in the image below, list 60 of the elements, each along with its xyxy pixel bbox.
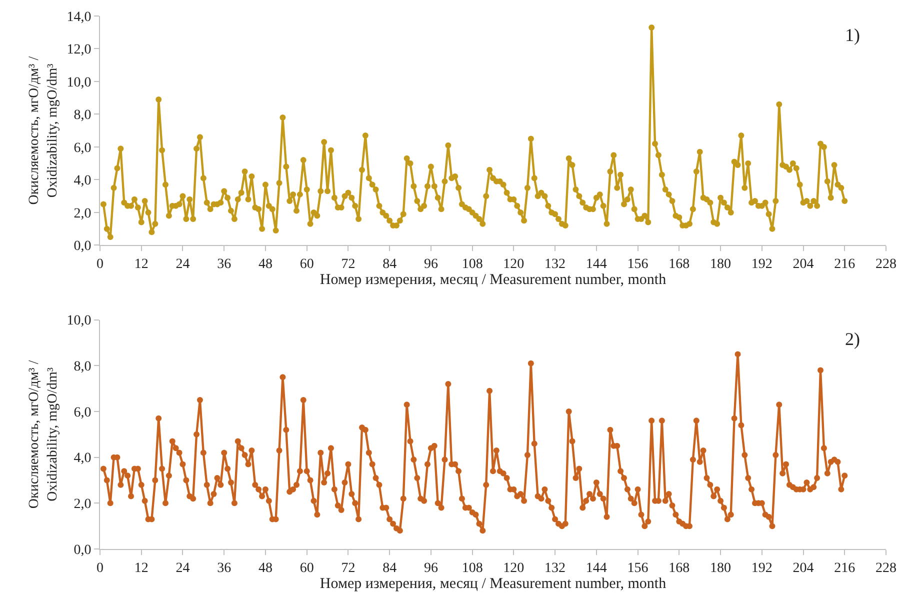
y-tick-label: 10,0 — [66, 314, 92, 329]
x-tick-label: 0 — [96, 560, 104, 576]
x-tick-label: 72 — [341, 560, 356, 576]
y-tick-label: 6,0 — [74, 140, 92, 156]
x-tick-label: 144 — [586, 560, 607, 576]
x-tick-label: 228 — [876, 256, 896, 272]
y-tick-label: 4,0 — [74, 174, 92, 189]
x-tick-label: 84 — [382, 256, 397, 272]
x-tick-label: 48 — [258, 256, 272, 272]
y-axis-title: Окисляемость, мгО/дм³ / Oxidizability, mgO/dm³ — [27, 360, 60, 509]
annotation: 1) — [845, 25, 860, 45]
x-tick-label: 144 — [586, 256, 607, 272]
y-tick-label: 6,0 — [74, 405, 92, 420]
x-tick-label: 192 — [751, 560, 772, 576]
x-tick-label: 216 — [834, 560, 856, 576]
y-tick-label: 2,0 — [74, 206, 92, 222]
x-tick-label: 24 — [176, 256, 190, 272]
x-tick-label: 0 — [96, 256, 104, 272]
x-tick-label: 60 — [300, 560, 314, 576]
x-tick-label: 120 — [503, 256, 524, 272]
x-tick-label: 108 — [462, 560, 483, 576]
x-tick-label: 120 — [503, 560, 524, 576]
x-tick-label: 36 — [217, 560, 232, 576]
x-tick-label: 96 — [424, 560, 438, 576]
y-tick-label: 14,0 — [66, 10, 92, 25]
x-tick-label: 48 — [258, 560, 272, 576]
y-tick-label: 8,0 — [74, 360, 92, 375]
x-axis-title: Номер измерения, месяц / Measurement number, month — [320, 272, 667, 288]
x-tick-label: 216 — [834, 256, 856, 272]
y-tick-label: 2,0 — [74, 497, 92, 512]
x-tick-label: 36 — [217, 256, 232, 272]
x-tick-label: 84 — [382, 560, 397, 576]
x-tick-label: 24 — [176, 560, 190, 576]
x-tick-label: 204 — [792, 256, 814, 272]
x-tick-label: 12 — [134, 256, 148, 272]
x-tick-label: 192 — [751, 256, 772, 272]
x-tick-label: 168 — [668, 256, 690, 272]
y-tick-label: 0,0 — [74, 239, 92, 254]
x-tick-label: 180 — [710, 256, 732, 272]
x-tick-label: 180 — [710, 560, 732, 576]
x-tick-label: 204 — [792, 560, 814, 576]
x-tick-label: 132 — [544, 560, 566, 576]
x-tick-label: 96 — [424, 256, 438, 272]
annotation: 2) — [845, 329, 860, 349]
y-tick-label: 4,0 — [74, 451, 92, 466]
x-tick-label: 72 — [341, 256, 356, 272]
x-tick-label: 168 — [668, 560, 690, 576]
y-tick-label: 10,0 — [66, 75, 92, 90]
y-tick-label: 0,0 — [74, 542, 92, 558]
x-tick-label: 156 — [627, 560, 648, 576]
x-tick-label: 132 — [544, 256, 566, 272]
y-tick-label: 12,0 — [66, 42, 92, 58]
x-tick-label: 12 — [134, 560, 148, 576]
x-tick-label: 228 — [876, 560, 896, 576]
x-axis-title: Номер измерения, месяц / Measurement number, month — [320, 576, 667, 592]
x-tick-label: 108 — [462, 256, 483, 272]
y-axis-title: Окисляемость, мгО/дм³ / Oxidizability, mgO/dm³ — [27, 56, 60, 205]
x-tick-label: 156 — [627, 256, 648, 272]
x-tick-label: 60 — [300, 256, 314, 272]
y-tick-label: 8,0 — [74, 108, 92, 124]
